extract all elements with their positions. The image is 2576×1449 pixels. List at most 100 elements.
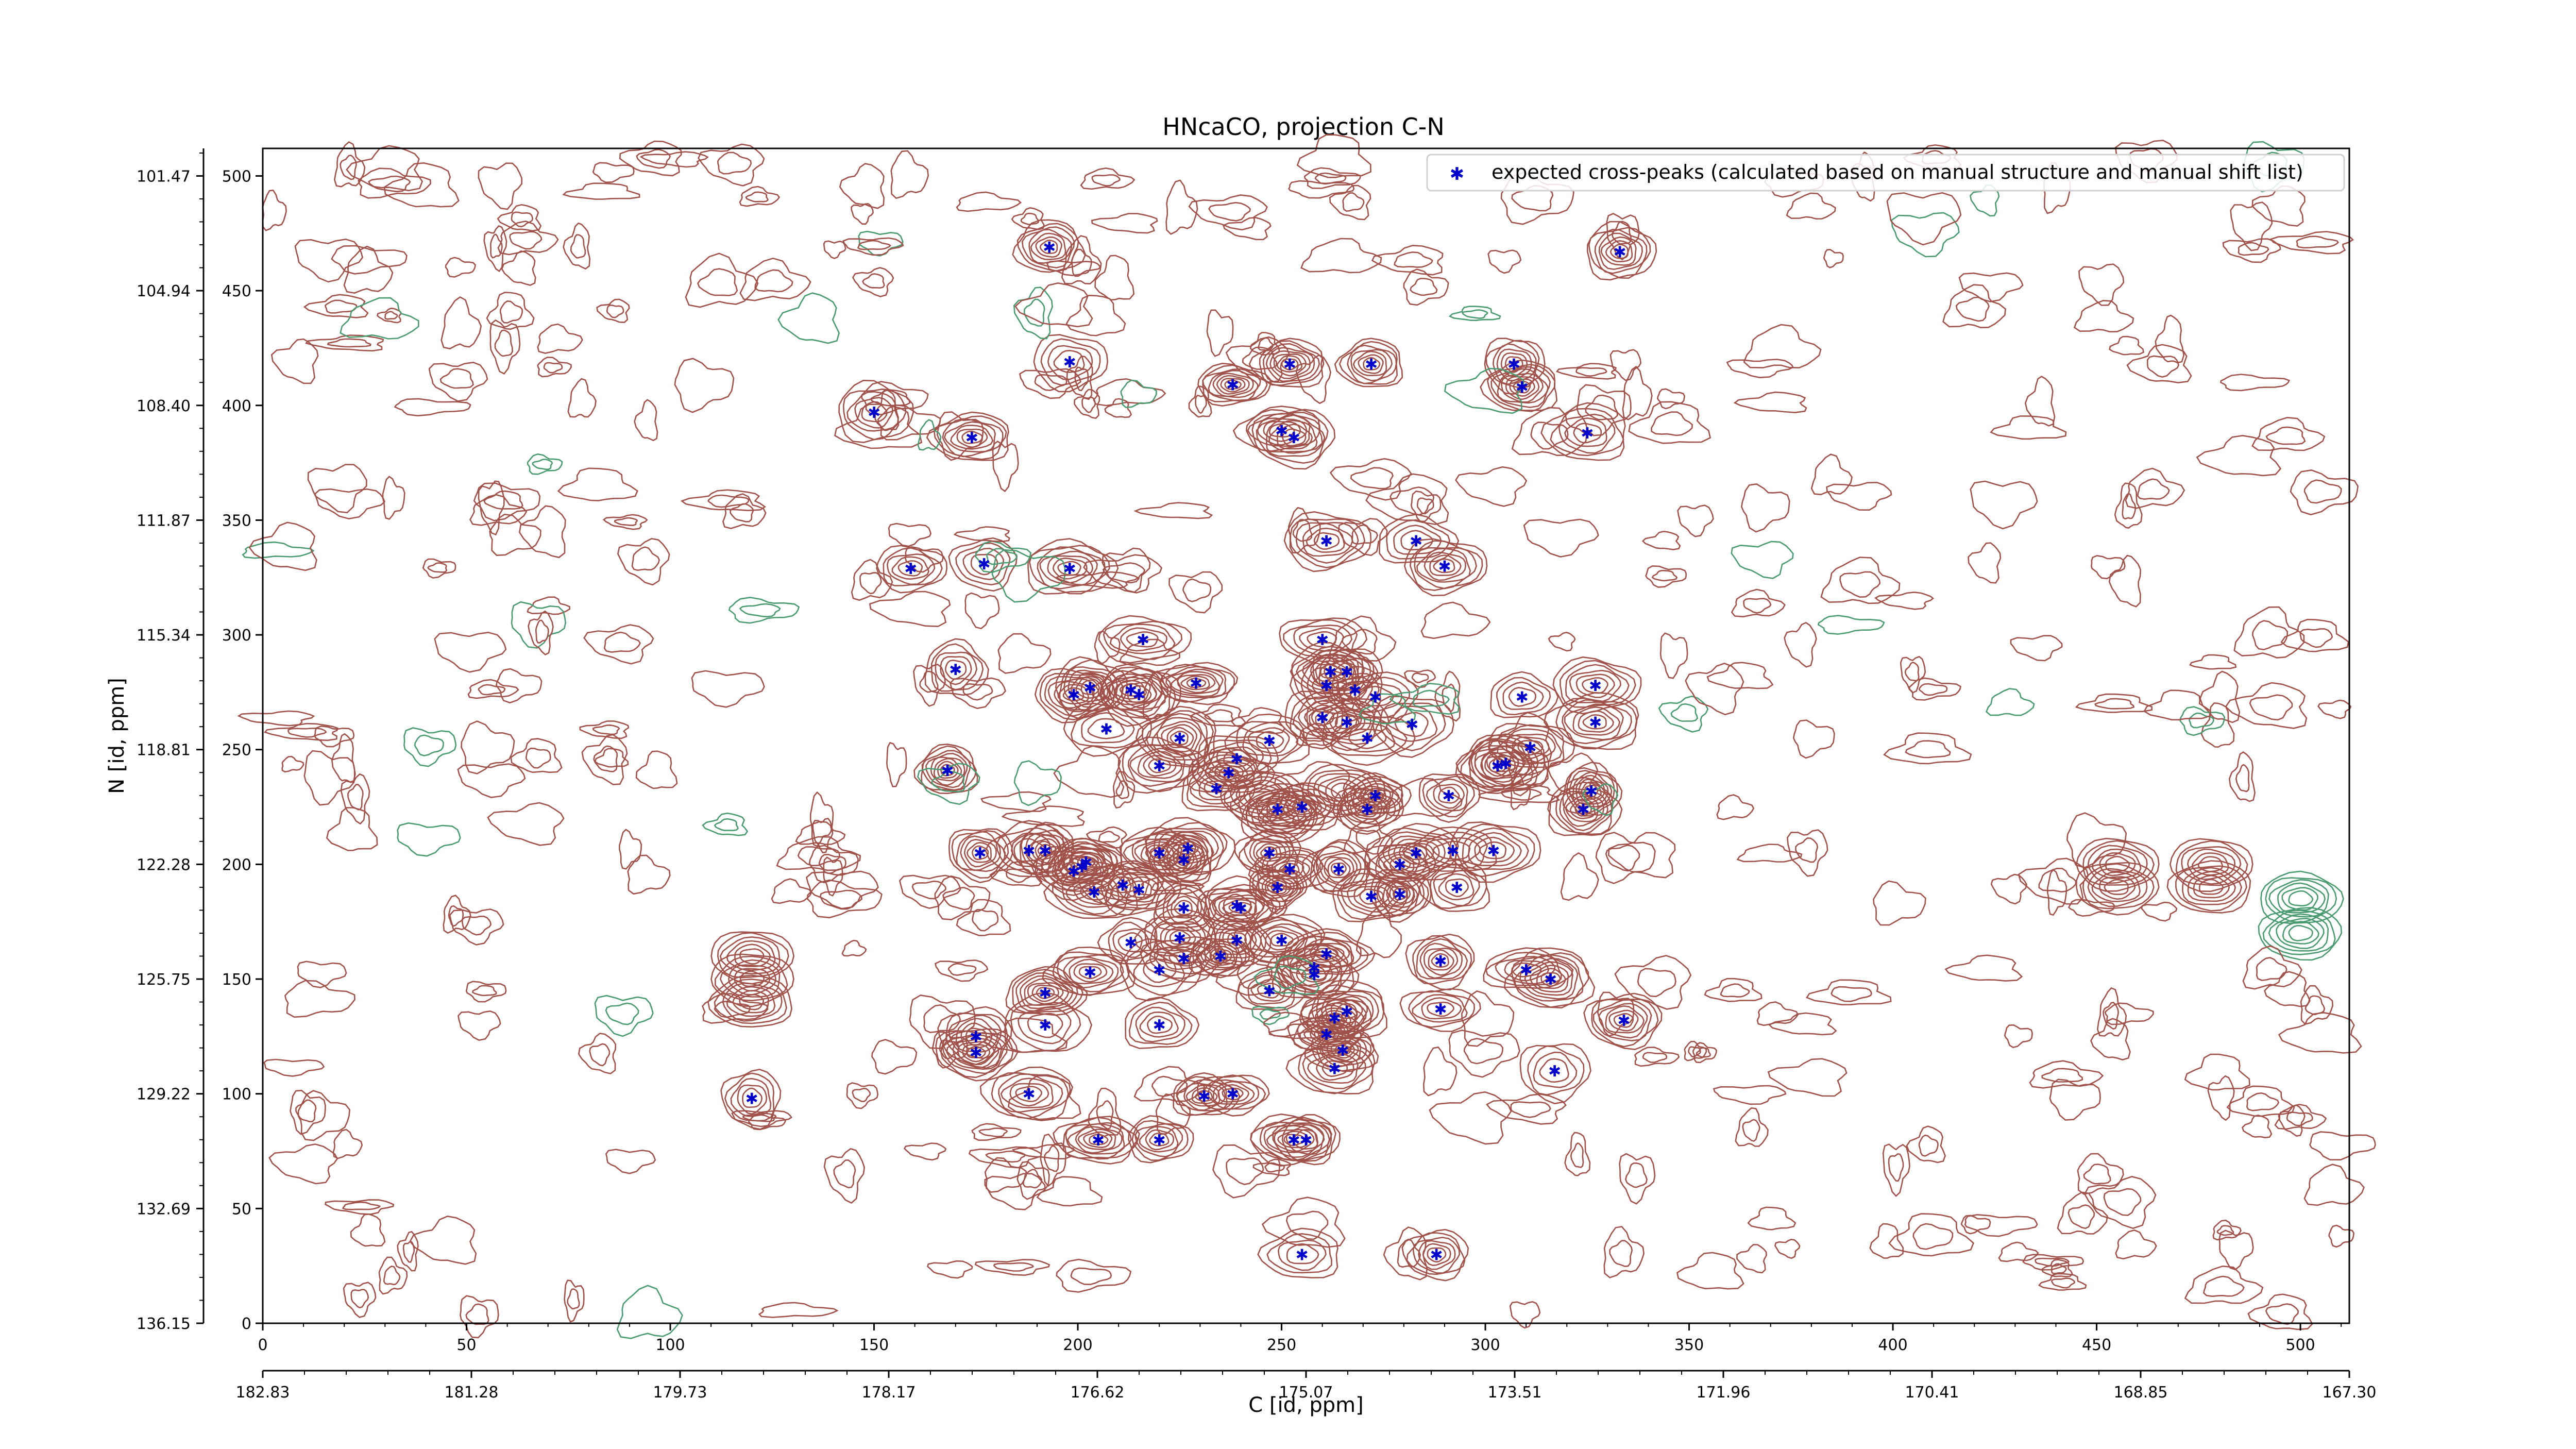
- noise-contour-negative: [1891, 212, 1960, 258]
- peak-contour: [1315, 850, 1362, 890]
- peak-contour: [737, 1084, 768, 1115]
- noise-contour-negative: [1461, 309, 1489, 319]
- cross-peak-marker: ✱: [1230, 898, 1243, 916]
- noise-contour: [754, 269, 793, 293]
- peak-contour: [1147, 1015, 1173, 1034]
- peak-contour: [1308, 699, 1382, 746]
- peak-contour: [1030, 232, 1066, 260]
- cross-peak-marker: ✱: [1124, 934, 1137, 952]
- peak-contour: [1125, 996, 1200, 1049]
- noise-contour: [460, 1295, 499, 1339]
- noise-contour: [397, 1231, 419, 1272]
- strong-contour: [732, 989, 769, 1014]
- noise-contour: [2226, 1085, 2295, 1117]
- noise-contour: [674, 358, 735, 413]
- strong-contour: [710, 931, 795, 985]
- peak-contour: [1232, 406, 1323, 453]
- noise-contour: [1564, 1132, 1591, 1176]
- cross-peak-marker: ✱: [1369, 688, 1382, 706]
- noise-contour: [1416, 497, 1434, 515]
- strong-contour: [726, 940, 776, 971]
- peak-contour: [1192, 938, 1251, 979]
- noise-contour: [1869, 1223, 1904, 1259]
- peak-contour: [1433, 558, 1455, 574]
- noise-contour: [2278, 1012, 2362, 1054]
- noise-contour: [2067, 899, 2115, 917]
- peak-contour: [1303, 704, 1338, 730]
- y-index-tick-label: 300: [222, 627, 251, 645]
- peak-contour: [724, 1072, 775, 1122]
- peak-contour: [1540, 972, 1561, 987]
- noise-contour: [2296, 235, 2340, 249]
- noise-contour: [739, 257, 811, 301]
- peak-contour: [1509, 378, 1535, 397]
- noise-contour: [383, 1266, 401, 1286]
- peak-contour: [1363, 357, 1381, 370]
- noise-contour: [870, 389, 911, 407]
- noise-contour: [422, 558, 456, 579]
- noise-contour: [2155, 314, 2185, 364]
- x-index-tick-label: 450: [2082, 1336, 2111, 1354]
- peak-contour: [1204, 739, 1272, 783]
- cross-peak-marker: ✱: [1299, 1132, 1312, 1150]
- peak-contour: [962, 1044, 991, 1063]
- peak-contour: [1124, 880, 1153, 899]
- noise-contour: [890, 150, 929, 199]
- noise-contour: [592, 724, 620, 735]
- peak-contour: [1398, 842, 1434, 865]
- peak-contour: [742, 1087, 763, 1108]
- noise-contour: [1066, 355, 1093, 400]
- cross-peak-marker: ✱: [1287, 1132, 1300, 1150]
- cross-peak-marker: ✱: [1153, 962, 1166, 980]
- noise-contour: [1410, 490, 1442, 523]
- peak-contour: [1559, 790, 1608, 832]
- peak-contour: [1070, 706, 1144, 749]
- cross-peak-marker: ✱: [1088, 884, 1100, 902]
- cross-peak-marker: ✱: [1214, 948, 1227, 966]
- peak-contour: [1287, 1013, 1364, 1057]
- noise-contour: [1805, 979, 1892, 1006]
- noise-contour: [1023, 1169, 1043, 1189]
- noise-contour: [2146, 355, 2179, 378]
- peak-contour: [1406, 1232, 1466, 1275]
- noise-contour: [2249, 694, 2293, 721]
- noise-contour: [1411, 672, 1429, 683]
- peak-contour: [1496, 348, 1532, 382]
- noise-contour: [1918, 1134, 1939, 1157]
- peak-contour: [1186, 678, 1207, 688]
- noise-contour: [2004, 1024, 2033, 1048]
- noise-contour: [1555, 363, 1617, 380]
- noise-contour: [2046, 868, 2067, 916]
- noise-contour-negative: [1274, 965, 1307, 989]
- strong-contour: [1269, 810, 1295, 827]
- peak-contour: [1154, 943, 1212, 975]
- peak-contour: [1209, 948, 1232, 965]
- peak-contour: [1380, 702, 1446, 751]
- peak-contour: [1047, 678, 1099, 713]
- noise-contour: [1337, 518, 1388, 557]
- peak-contour: [1403, 538, 1488, 597]
- peak-contour: [1197, 940, 1243, 971]
- noise-contour: [343, 1282, 377, 1318]
- noise-contour: [1151, 1075, 1188, 1098]
- peak-contour: [1040, 338, 1101, 386]
- noise-contour: [594, 748, 629, 768]
- peak-contour: [926, 411, 1009, 461]
- cross-peak-marker: ✱: [1450, 879, 1463, 897]
- cross-peak-marker: ✱: [868, 404, 880, 422]
- strong-contour: [1325, 778, 1362, 802]
- peak-contour: [1128, 1115, 1194, 1164]
- peak-contour: [1238, 971, 1297, 1009]
- noise-contour-negative: [397, 822, 461, 857]
- noise-contour: [1720, 983, 1750, 998]
- strong-contour: [1241, 790, 1326, 844]
- peak-contour: [1056, 954, 1124, 992]
- peak-contour: [1296, 955, 1332, 981]
- noise-contour: [457, 1010, 501, 1041]
- peak-contour: [1511, 952, 1589, 1009]
- cross-peak-marker: ✱: [1222, 764, 1235, 782]
- noise-contour: [2303, 1164, 2365, 1206]
- noise-contour: [297, 961, 347, 988]
- noise-contour: [680, 489, 767, 512]
- noise-contour: [509, 231, 543, 250]
